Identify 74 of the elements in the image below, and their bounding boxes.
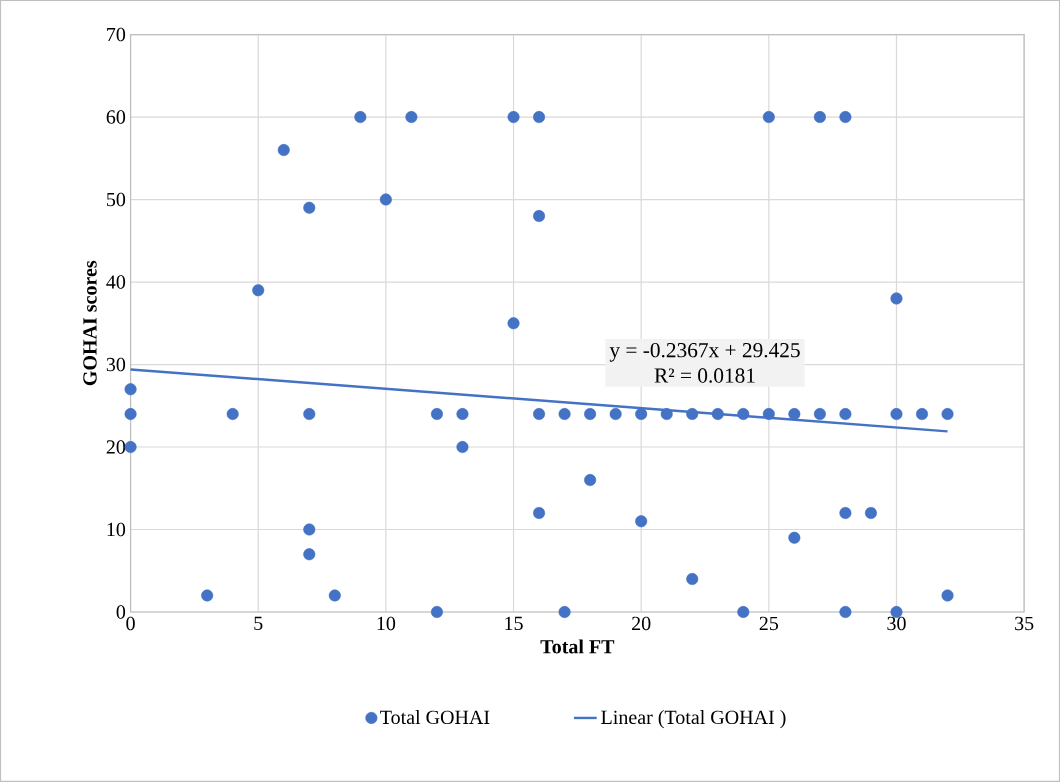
y-axis-title: GOHAI scores xyxy=(83,260,97,386)
point xyxy=(277,144,290,157)
point xyxy=(686,408,699,421)
point xyxy=(762,408,775,421)
point xyxy=(584,408,597,421)
point xyxy=(507,317,520,330)
x-tick-label: 25 xyxy=(759,616,779,631)
point xyxy=(533,507,546,520)
point xyxy=(916,408,929,421)
point xyxy=(813,111,826,124)
point xyxy=(584,474,597,487)
y-tick-label: 70 xyxy=(107,27,126,42)
y-tick-label: 10 xyxy=(107,522,126,537)
point xyxy=(839,408,852,421)
x-tick-label: 5 xyxy=(254,616,263,631)
point xyxy=(788,531,801,544)
point xyxy=(328,589,341,602)
point xyxy=(941,408,954,421)
annotation: R² = 0.0181 xyxy=(654,368,755,383)
x-axis-title: Total FT xyxy=(540,639,615,654)
point xyxy=(303,408,316,421)
point xyxy=(533,111,546,124)
point xyxy=(124,408,137,421)
point xyxy=(201,589,214,602)
point xyxy=(533,408,546,421)
point xyxy=(813,408,826,421)
point xyxy=(533,210,546,223)
point xyxy=(507,111,520,124)
point xyxy=(405,111,418,124)
point xyxy=(711,408,724,421)
point xyxy=(303,548,316,561)
point xyxy=(303,523,316,536)
point xyxy=(430,606,443,619)
point xyxy=(635,408,648,421)
x-tick-label: 10 xyxy=(377,616,396,631)
point xyxy=(890,408,903,421)
point xyxy=(226,408,239,421)
point xyxy=(303,201,316,214)
y-tick-label: 20 xyxy=(106,440,126,454)
point xyxy=(379,193,392,206)
annotation: y = -0.2367x + 29.425 xyxy=(609,343,800,362)
point xyxy=(890,292,903,305)
point xyxy=(686,573,699,586)
x-tick-label: 15 xyxy=(505,616,523,631)
point xyxy=(430,408,443,421)
point xyxy=(124,383,137,396)
point xyxy=(839,606,852,619)
point xyxy=(839,111,852,124)
point xyxy=(558,408,571,421)
x-tick-label: 20 xyxy=(632,616,651,631)
point xyxy=(252,284,265,297)
legend-label: Linear (Total GOHAI ) xyxy=(601,710,786,729)
point xyxy=(456,441,469,454)
y-tick-label: 0 xyxy=(116,605,126,619)
point xyxy=(456,408,469,421)
point xyxy=(737,408,750,421)
point xyxy=(609,408,622,421)
y-tick-label: 40 xyxy=(106,275,126,289)
y-tick-label: 30 xyxy=(106,357,126,372)
x-tick-label: 30 xyxy=(887,616,906,631)
legend-label: Total GOHAI xyxy=(380,710,490,725)
point xyxy=(558,606,571,619)
point xyxy=(635,515,648,528)
y-tick-label: 50 xyxy=(107,192,126,207)
point xyxy=(737,606,750,619)
point xyxy=(660,408,673,421)
point xyxy=(124,441,137,454)
point xyxy=(839,507,852,520)
point xyxy=(762,111,775,124)
point xyxy=(354,111,367,124)
y-tick-label: 60 xyxy=(106,110,126,124)
point xyxy=(941,589,954,602)
x-tick-label: 35 xyxy=(1015,616,1034,631)
point xyxy=(864,507,877,520)
